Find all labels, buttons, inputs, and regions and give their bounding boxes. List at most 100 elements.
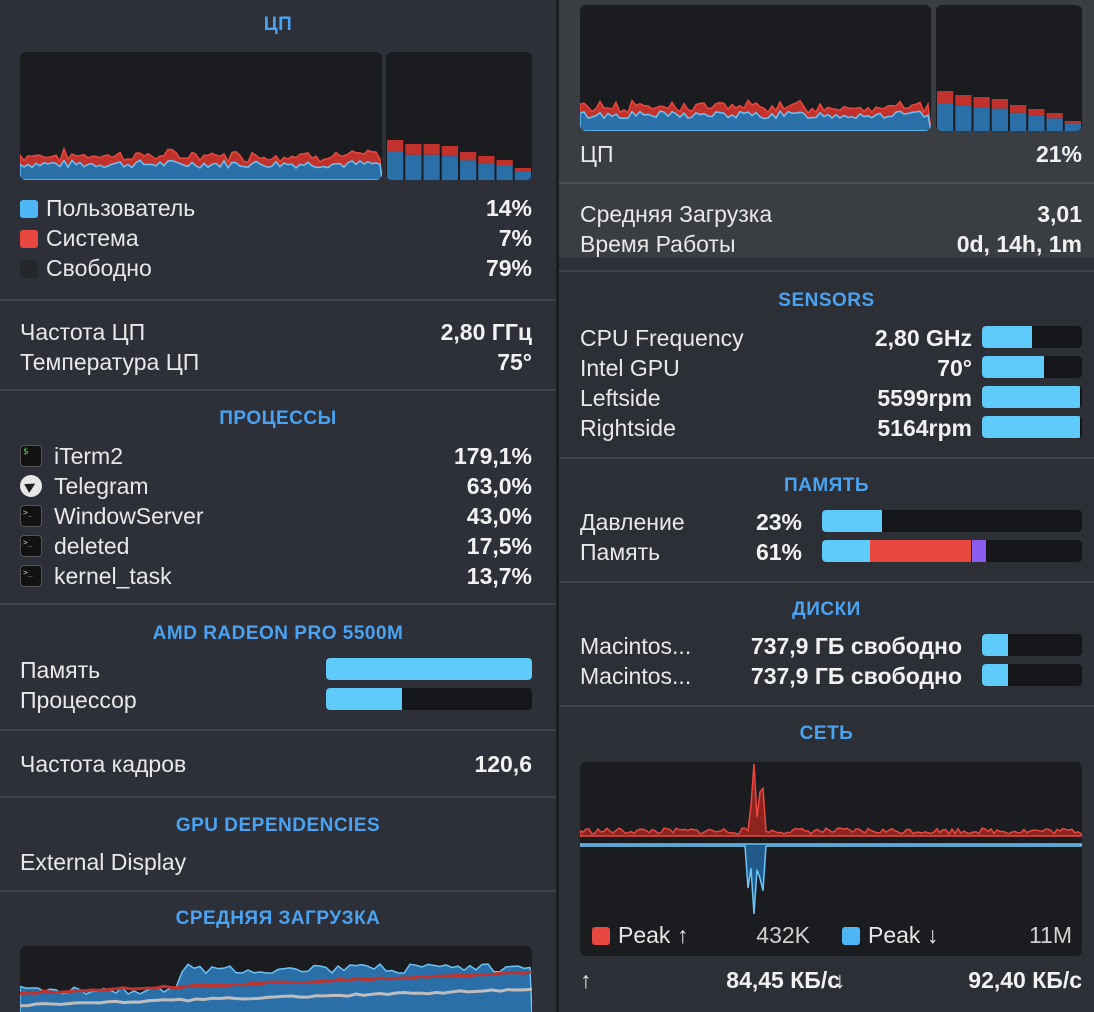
core-system-bar <box>496 160 513 166</box>
idle-color-swatch <box>20 259 38 278</box>
sensor-bar-fill <box>982 356 1044 378</box>
load-15-line <box>20 970 532 996</box>
cpu-history-graph <box>580 5 931 131</box>
core-system-bar <box>460 152 477 161</box>
core-user-bar <box>441 156 458 180</box>
memory-pressure-bar <box>822 510 1082 532</box>
core-user-bar <box>423 154 440 180</box>
memory-app-segment <box>822 540 871 562</box>
core-system-bar <box>973 97 990 108</box>
download-arrow-icon: ↓ <box>834 966 846 993</box>
download-traffic-area <box>580 843 1082 915</box>
upload-color-swatch <box>592 927 610 945</box>
cpu-usage-row: ЦП 21% <box>580 140 1082 167</box>
gpu-memory-fill <box>326 658 532 680</box>
gpu-processor-row: Процессор <box>20 686 137 713</box>
cpu-history-graph <box>20 52 382 180</box>
gpu-header: AMD RADEON PRO 5500M <box>152 623 404 644</box>
core-user-bar <box>973 107 990 131</box>
divider <box>0 389 556 391</box>
uptime-row: Время Работы 0d, 14h, 1m <box>580 230 1082 257</box>
divider <box>0 299 556 301</box>
divider <box>559 270 1094 272</box>
core-user-bar <box>1064 124 1081 131</box>
sensor-row: Leftside 5599rpm <box>580 384 972 411</box>
sensor-bar <box>982 326 1082 348</box>
divider <box>0 603 556 605</box>
sensor-bar-fill <box>982 416 1080 438</box>
memory-pressure-row: Давление 23% <box>580 508 802 535</box>
sensor-bar <box>982 416 1082 438</box>
legend-user: Пользователь 14% <box>20 193 532 223</box>
memory-usage-bar <box>822 540 1082 562</box>
process-row[interactable]: Telegram 63,0% <box>20 471 532 501</box>
core-user-bar <box>1028 115 1045 131</box>
peak-upload-legend: Peak ↑ 432K <box>592 922 810 949</box>
load-5-line <box>20 987 532 1008</box>
load-average-graph <box>20 946 532 1012</box>
cpu-temperature-row: Температура ЦП 75° <box>20 348 532 375</box>
gpu-dependencies-header: GPU DEPENDENCIES <box>175 815 381 836</box>
core-system-bar <box>1010 105 1027 113</box>
cpu-header: ЦП <box>263 14 293 35</box>
core-system-bar <box>478 156 495 164</box>
gpu-dependency-item: External Display <box>20 848 187 875</box>
frame-rate-row: Частота кадров 120,6 <box>20 750 532 777</box>
divider <box>0 796 556 798</box>
disk-row: Macintos... 737,9 ГБ свободно <box>580 632 962 659</box>
core-user-bar <box>387 152 404 180</box>
upload-speed-row: ↑ 84,45 КБ/с <box>580 966 840 993</box>
disk-row: Macintos... 737,9 ГБ свободно <box>580 662 962 689</box>
process-row[interactable]: deleted 17,5% <box>20 531 532 561</box>
peak-download-legend: Peak ↓ 11M <box>842 922 1072 949</box>
terminal-icon <box>20 444 42 467</box>
right-panel: ЦП 21% Средняя Загрузка 3,01 Время Работ… <box>559 0 1094 1012</box>
upload-arrow-icon: ↑ <box>580 966 592 993</box>
network-graph: Peak ↑ 432K Peak ↓ 11M <box>580 762 1082 956</box>
memory-usage-row: Память 61% <box>580 538 802 565</box>
core-user-bar <box>478 163 495 180</box>
user-usage-area <box>580 109 931 131</box>
process-row[interactable]: iTerm2 179,1% <box>20 441 532 471</box>
process-icon <box>20 534 42 557</box>
divider <box>559 457 1094 459</box>
process-icon <box>20 564 42 587</box>
gpu-processor-bar <box>326 688 532 710</box>
core-system-bar <box>937 91 954 103</box>
sensor-row: CPU Frequency 2,80 GHz <box>580 324 972 351</box>
sensors-header: SENSORS <box>778 290 875 311</box>
sensor-bar <box>982 356 1082 378</box>
sensor-row: Rightside 5164rpm <box>580 414 972 441</box>
core-user-bar <box>460 160 477 180</box>
load-area <box>20 962 532 1012</box>
divider <box>559 705 1094 707</box>
disk-usage-fill <box>982 664 1008 686</box>
core-user-bar <box>1010 112 1027 131</box>
core-user-bar <box>991 108 1008 131</box>
gpu-memory-row: Память <box>20 656 101 683</box>
divider <box>559 581 1094 583</box>
legend-system: Система 7% <box>20 223 532 253</box>
cpu-cores-graph <box>936 5 1082 131</box>
divider <box>0 890 556 892</box>
process-row[interactable]: kernel_task 13,7% <box>20 561 532 591</box>
core-system-bar <box>955 95 972 106</box>
core-system-bar <box>405 144 422 155</box>
core-system-bar <box>387 140 404 152</box>
download-color-swatch <box>842 927 860 945</box>
upload-traffic-area <box>580 763 1082 837</box>
system-color-swatch <box>20 229 38 248</box>
process-row[interactable]: WindowServer 43,0% <box>20 501 532 531</box>
sensor-bar <box>982 386 1082 408</box>
core-system-bar <box>1046 113 1063 119</box>
disk-usage-bar <box>982 664 1082 686</box>
core-system-bar <box>514 168 531 172</box>
process-icon <box>20 504 42 527</box>
left-panel: ЦП Пользователь 14% Система 7% Свободно … <box>0 0 556 1012</box>
core-system-bar <box>441 146 458 157</box>
sensor-row: Intel GPU 70° <box>580 354 972 381</box>
divider <box>559 182 1094 184</box>
core-user-bar <box>405 154 422 180</box>
core-user-bar <box>955 105 972 131</box>
core-user-bar <box>1046 118 1063 131</box>
